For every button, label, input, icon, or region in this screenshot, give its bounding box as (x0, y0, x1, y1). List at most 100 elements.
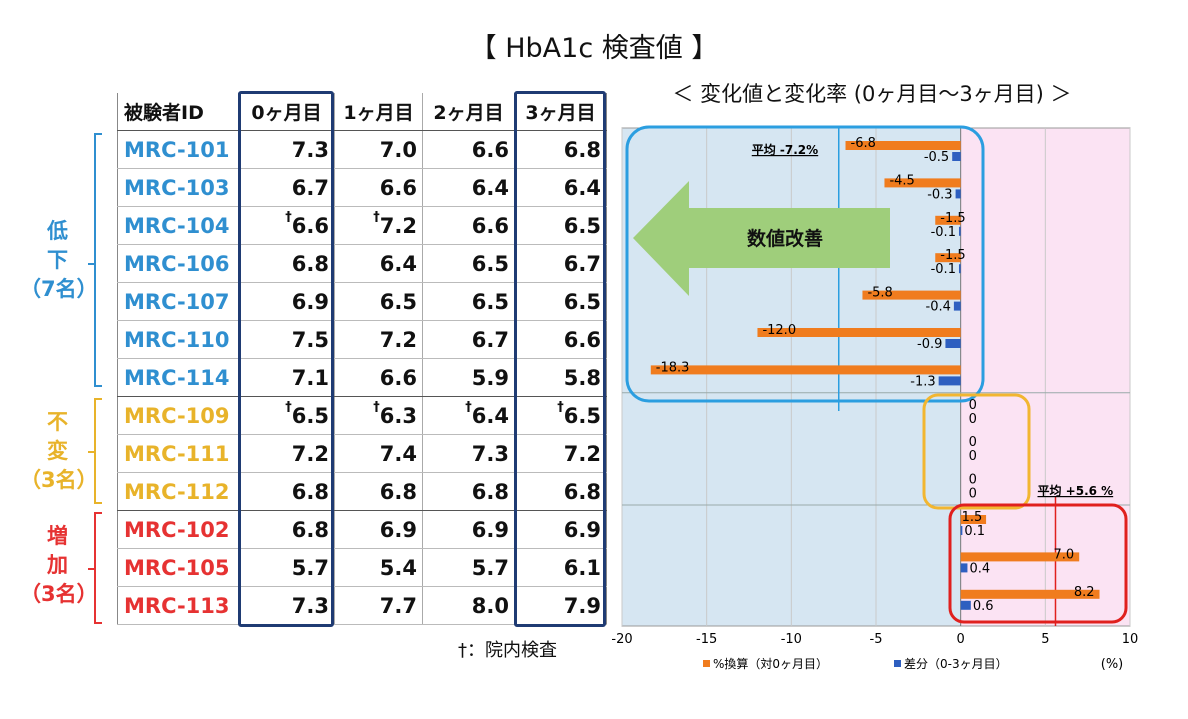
group-label-up: 増 加 （3名） (20, 522, 98, 609)
bar-diff (952, 152, 961, 161)
group-label-same: 不 変 （3名） (20, 408, 98, 495)
cell-m2: 6.4 (422, 168, 515, 207)
x-axis-unit: (%) (1101, 657, 1124, 672)
subject-id: MRC-111 (117, 434, 239, 473)
dagger-mark: † (285, 399, 292, 415)
cell-m3: 6.8 (514, 130, 607, 169)
bar-diff (960, 526, 963, 535)
cell-m3: 6.4 (514, 168, 607, 207)
dagger-mark: † (465, 399, 472, 415)
x-tick-label: -15 (696, 632, 717, 647)
cell-m1: 6.5 (334, 282, 423, 321)
group-label-up-char1: 増 (47, 524, 68, 548)
cell-m2: 6.8 (422, 472, 515, 511)
cell-m0: †6.5 (238, 396, 335, 435)
subject-id: MRC-110 (117, 320, 239, 359)
bar-diff (960, 563, 968, 573)
cell-m0: 7.1 (238, 358, 335, 397)
chart-group-boxes (625, 125, 1128, 624)
group-label-up-char2: 加 (47, 553, 68, 577)
label-percent: -5.8 (867, 286, 892, 301)
table-row: MRC-109 †6.5 †6.3 †6.4 †6.5 (117, 396, 607, 435)
page-title: 【 HbA1c 検査値 】 (469, 33, 719, 64)
hba1c-table: 被験者ID 0ヶ月目 1ヶ月目 2ヶ月目 3ヶ月目 MRC-101 7.3 7.0 6… (117, 93, 607, 625)
cell-m1: 7.4 (334, 434, 423, 473)
group-label-up-count: （3名） (20, 582, 98, 606)
subject-id: MRC-102 (117, 510, 239, 549)
label-percent: 0 (969, 435, 977, 450)
chart-legend: %換算（対0ヶ月目） 差分（0-3ヶ月目） (703, 656, 1008, 671)
x-tick-label: -20 (611, 632, 632, 647)
chart-bars (650, 141, 1100, 610)
group-label-same-char1: 不 (47, 410, 68, 434)
bar-diff (958, 264, 961, 274)
dagger-mark: † (373, 399, 380, 415)
cell-m0: 6.8 (238, 510, 335, 549)
subject-id: MRC-103 (117, 168, 239, 207)
cell-m0: 7.3 (238, 130, 335, 169)
chart-data-labels: 平均 -7.2%平均 +5.6 %-6.8-0.5-4.5-0.3-1.5-0.… (656, 136, 1113, 614)
bar-diff (960, 600, 971, 610)
cell-m3: 6.5 (514, 206, 607, 245)
header-month-1: 1ヶ月目 (334, 93, 423, 131)
dagger-mark: † (557, 399, 564, 415)
label-diff: -0.4 (926, 300, 951, 315)
arrow-text: 数値改善 (747, 227, 823, 250)
cell-m1: 6.8 (334, 472, 423, 511)
subject-id: MRC-107 (117, 282, 239, 321)
cell-m3: 6.1 (514, 548, 607, 587)
cell-m2: †6.4 (422, 396, 515, 435)
cell-m0: 7.5 (238, 320, 335, 359)
table-row: MRC-104 †6.6 †7.2 6.6 6.5 (117, 206, 607, 245)
subject-id: MRC-113 (117, 586, 239, 625)
group-label-low-char1: 低 (47, 219, 68, 243)
cell-m2: 6.5 (422, 244, 515, 283)
table-header-row: 被験者ID 0ヶ月目 1ヶ月目 2ヶ月目 3ヶ月目 (117, 93, 607, 131)
table-row: MRC-114 7.1 6.6 5.9 5.8 (117, 358, 607, 397)
table-row: MRC-113 7.3 7.7 8.0 7.9 (117, 586, 607, 625)
subject-id: MRC-104 (117, 206, 239, 245)
x-tick-label: 10 (1122, 632, 1139, 647)
label-percent: 0 (969, 473, 977, 488)
cell-m2: 6.5 (422, 282, 515, 321)
cell-m1: 7.2 (334, 320, 423, 359)
bar-percent (935, 253, 961, 263)
label-diff: -0.9 (917, 337, 942, 352)
bar-diff (958, 226, 961, 236)
avg-decrease-label: 平均 -7.2% (752, 142, 818, 157)
cell-m0: †6.6 (238, 206, 335, 245)
label-diff: 0 (969, 412, 977, 427)
dagger-mark: † (373, 209, 380, 225)
bar-percent (960, 552, 1080, 562)
bar-percent (960, 589, 1100, 599)
chart-x-axis: -20 -15 -10 -5 0 5 10 (%) (611, 632, 1138, 672)
dagger-mark: † (285, 209, 292, 225)
label-diff: -0.1 (931, 225, 956, 240)
cell-m0: 7.2 (238, 434, 335, 473)
cell-m1: †6.3 (334, 396, 423, 435)
bar-percent (757, 328, 961, 337)
bar-diff (938, 376, 961, 386)
bar-diff (945, 339, 961, 348)
cell-m0: 6.8 (238, 244, 335, 283)
cell-m1: 6.6 (334, 358, 423, 397)
label-diff: 0.6 (973, 599, 994, 614)
header-month-3: 3ヶ月目 (514, 93, 607, 131)
group-label-same-char2: 変 (47, 439, 68, 463)
label-diff: -0.3 (927, 187, 952, 202)
table-row: MRC-105 5.7 5.4 5.7 6.1 (117, 548, 607, 587)
cell-m1: 7.7 (334, 586, 423, 625)
cell-m0: 6.8 (238, 472, 335, 511)
label-diff: 0 (969, 449, 977, 464)
cell-value: 6.3 (379, 403, 417, 428)
footnote: †：院内検査 (458, 640, 557, 661)
chart-title: ＜ 変化値と変化率 (0ヶ月目～3ヶ月目) ＞ (672, 82, 1072, 106)
label-percent: 8.2 (1074, 585, 1095, 600)
header-subject-id: 被験者ID (117, 93, 239, 131)
table-row: MRC-106 6.8 6.4 6.5 6.7 (117, 244, 607, 283)
label-percent: -6.8 (851, 136, 876, 151)
label-percent: 0 (969, 398, 977, 413)
group-label-low-char2: 下 (47, 248, 68, 272)
label-diff: 0.1 (964, 524, 985, 539)
label-percent: -1.5 (940, 248, 965, 263)
